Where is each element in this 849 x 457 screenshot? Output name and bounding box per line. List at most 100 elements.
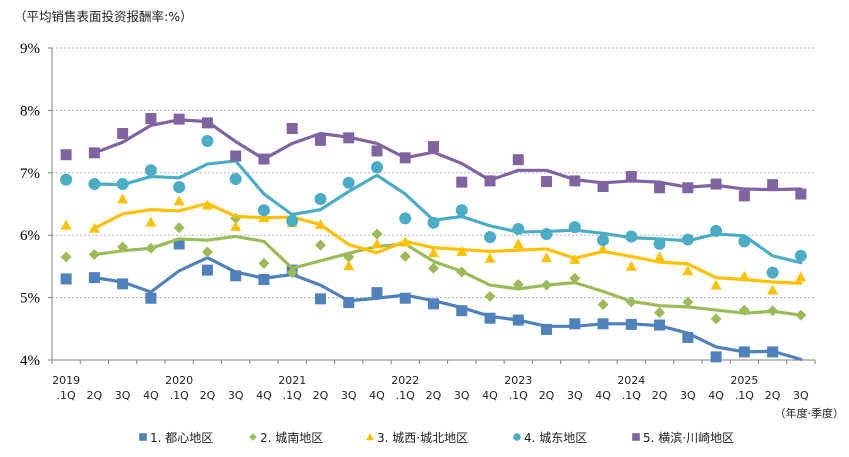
x-axis-ticks: 2019 .1Q 2Q 3Q 4Q 2020 .1Q 2Q 3Q 4Q 2021 .1Q 2Q 3Q 4Q 2…	[51, 360, 816, 402]
data-point	[794, 249, 807, 262]
x-quarter-label: 2Q	[87, 389, 103, 402]
data-point	[145, 292, 157, 304]
data-point	[88, 222, 100, 233]
legend-label: 5. 横滨·川崎地区	[643, 430, 734, 445]
x-quarter-label: 4Q	[595, 389, 611, 402]
trend-line	[92, 118, 803, 192]
data-point	[258, 257, 270, 269]
y-tick-label: 9%	[20, 41, 40, 57]
data-point	[512, 222, 525, 235]
data-point	[682, 265, 694, 276]
data-point	[738, 270, 750, 281]
data-point	[257, 204, 270, 217]
data-point	[597, 234, 610, 247]
data-point	[625, 318, 637, 330]
series-2	[60, 212, 807, 325]
x-quarter-label: .1Q	[396, 389, 415, 402]
legend-label: 1. 都心地区	[150, 431, 213, 445]
trend-line	[92, 201, 803, 285]
data-point	[371, 228, 383, 240]
data-point	[738, 346, 750, 358]
data-point	[88, 147, 100, 159]
y-tick-label: 4%	[20, 353, 40, 369]
data-point	[399, 250, 411, 262]
chart-title: （平均销售表面投资报酬率:%）	[14, 9, 193, 24]
data-point	[512, 314, 524, 326]
data-point	[456, 305, 468, 317]
legend-marker	[513, 433, 521, 441]
data-point	[258, 212, 270, 223]
data-point	[201, 264, 213, 276]
x-quarter-label: 4Q	[256, 389, 272, 402]
data-point	[343, 251, 355, 263]
data-point	[230, 270, 242, 282]
legend-label: 2. 城南地区	[260, 430, 323, 445]
data-point	[681, 233, 694, 246]
x-quarter-label: 4Q	[708, 389, 724, 402]
legend-item-5: 5. 横滨·川崎地区	[632, 430, 734, 445]
data-point	[512, 278, 524, 290]
data-point	[201, 246, 213, 258]
x-quarter-label: 3Q	[341, 389, 357, 402]
data-point	[173, 222, 185, 234]
data-point	[597, 298, 609, 310]
data-point	[88, 249, 100, 261]
data-point	[625, 171, 637, 183]
x-year-label: 2021	[278, 374, 306, 387]
y-tick-label: 8%	[20, 103, 40, 119]
data-point	[145, 113, 157, 125]
x-year-label: 2024	[617, 374, 645, 387]
data-point	[399, 292, 411, 304]
data-point	[201, 199, 213, 210]
data-point	[314, 219, 326, 229]
data-point	[456, 245, 468, 256]
data-point	[286, 122, 298, 134]
x-quarter-label: 3Q	[793, 389, 809, 402]
data-point	[795, 309, 807, 321]
x-quarter-label: .1Q	[170, 389, 189, 402]
x-quarter-label: 4Q	[369, 389, 385, 402]
data-point	[173, 113, 185, 125]
data-point	[428, 141, 439, 153]
data-point	[343, 132, 355, 144]
x-quarter-label: 2Q	[426, 389, 442, 402]
data-point	[795, 188, 807, 200]
legend-label: 4. 城东地区	[524, 431, 587, 445]
y-axis-ticks: 4% 5% 6% 7% 8% 9%	[20, 41, 52, 369]
data-point	[258, 153, 270, 165]
x-quarter-label: 2Q	[539, 389, 555, 402]
data-point	[342, 176, 355, 189]
x-quarter-label: .1Q	[509, 389, 528, 402]
data-point	[173, 195, 185, 206]
data-point	[116, 178, 129, 191]
x-quarter-label: .1Q	[283, 389, 302, 402]
data-point	[343, 260, 355, 271]
x-quarter-label: 3Q	[680, 389, 696, 402]
x-axis-label: （年度·季度）	[775, 406, 845, 420]
legend-item-4: 4. 城东地区	[513, 431, 587, 445]
data-point	[569, 318, 581, 330]
legend-marker	[139, 433, 147, 441]
data-point	[682, 182, 694, 194]
data-point	[314, 239, 326, 251]
legend-item-1: 1. 都心地区	[139, 431, 213, 445]
data-point	[484, 252, 496, 263]
data-point	[427, 216, 440, 229]
data-point	[144, 164, 157, 177]
x-year-label: 2022	[391, 374, 419, 387]
legend-marker	[632, 433, 640, 441]
data-point	[625, 230, 638, 243]
data-point	[314, 134, 326, 146]
data-point	[597, 318, 609, 330]
data-point	[370, 161, 383, 174]
data-point	[738, 235, 751, 248]
data-point	[767, 284, 779, 295]
data-point	[568, 221, 581, 234]
data-point	[371, 238, 383, 249]
x-quarter-label: 2Q	[652, 389, 668, 402]
data-point	[738, 190, 750, 202]
y-tick-label: 5%	[20, 291, 40, 307]
series-3	[60, 193, 807, 295]
data-point	[258, 274, 270, 286]
data-point	[512, 154, 524, 166]
